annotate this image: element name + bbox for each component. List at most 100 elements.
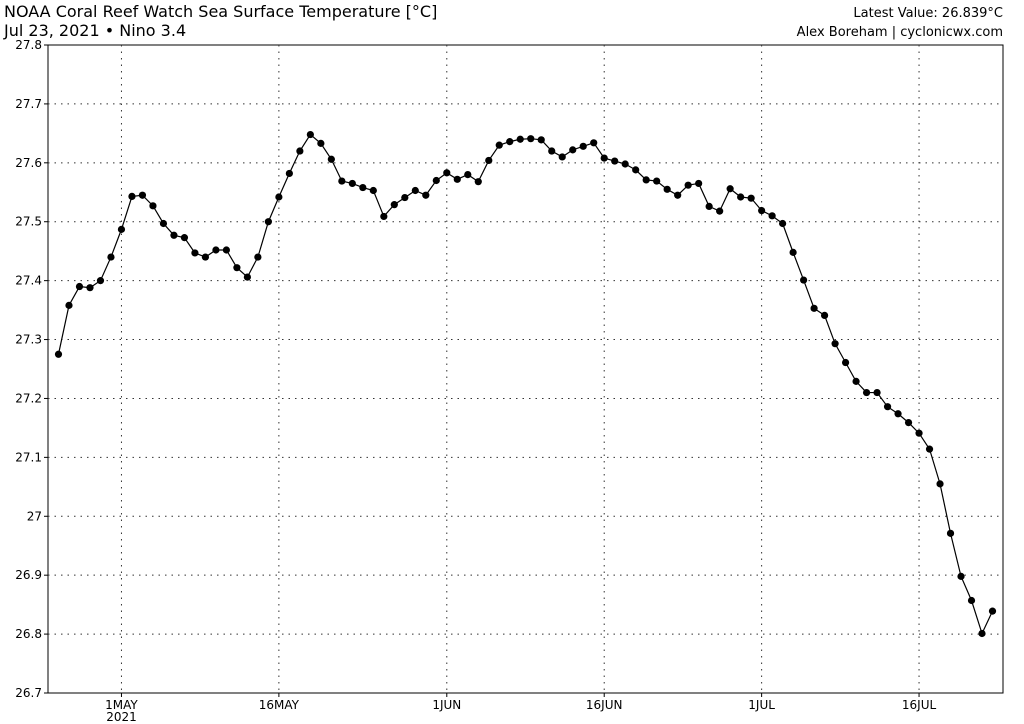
data-point (380, 212, 388, 221)
y-tick-label: 27.2 (15, 391, 42, 405)
y-tick-label: 27.4 (15, 274, 42, 288)
data-point (737, 193, 745, 201)
data-point (758, 206, 766, 215)
data-point (170, 231, 178, 239)
x-tick-label: 1JUN (432, 698, 461, 712)
data-point (516, 135, 524, 143)
data-point (233, 264, 241, 272)
data-point (369, 186, 377, 195)
y-tick-label: 27.7 (15, 97, 42, 111)
data-point (485, 156, 493, 165)
data-point (443, 169, 451, 177)
data-point (569, 146, 577, 154)
series-line (57, 133, 994, 636)
data-point (128, 192, 136, 200)
data-point (317, 139, 325, 147)
data-point (191, 249, 199, 257)
data-point (663, 185, 671, 193)
x-tick-label: 1JUL (748, 698, 775, 712)
data-point (338, 177, 346, 185)
data-point (789, 248, 797, 256)
x-tick-label: 16JUL (902, 698, 937, 712)
data-point (107, 253, 115, 261)
data-point (243, 273, 251, 281)
data-point (359, 183, 367, 192)
data-point (327, 155, 335, 163)
data-point (684, 181, 692, 189)
data-point (254, 253, 262, 261)
latest-value: Latest Value: 26.839°C (853, 6, 1003, 21)
plot-frame (47, 44, 1004, 694)
data-point (138, 191, 147, 199)
data-point (348, 179, 356, 188)
chart-subtitle: Jul 23, 2021 • Nino 3.4 (3, 21, 186, 40)
data-point (149, 202, 157, 210)
data-point (946, 529, 955, 537)
data-point (506, 138, 514, 146)
data-point (222, 246, 231, 254)
y-tick-label: 27.8 (15, 38, 42, 52)
data-point (674, 191, 682, 199)
y-tick-label: 26.7 (15, 686, 42, 700)
data-point (548, 147, 556, 155)
data-point (705, 202, 713, 211)
data-point (285, 169, 293, 178)
data-point (747, 194, 755, 202)
data-point (695, 179, 703, 188)
data-point (716, 207, 724, 215)
data-point (422, 191, 430, 199)
data-point (201, 253, 210, 261)
data-point (590, 139, 598, 147)
data-point (632, 166, 640, 174)
y-tick-label: 26.9 (15, 568, 42, 582)
data-point (527, 135, 535, 143)
data-point (296, 147, 304, 155)
data-point (579, 142, 587, 150)
data-point (275, 193, 283, 201)
data-point (264, 218, 272, 226)
y-tick-label: 27.1 (15, 450, 42, 464)
data-point (810, 304, 818, 312)
data-point (978, 629, 986, 638)
data-point (915, 429, 923, 437)
data-point (883, 403, 892, 411)
y-tick-label: 26.8 (15, 627, 42, 641)
data-point (820, 311, 829, 319)
data-point (65, 301, 73, 309)
data-point (159, 219, 168, 228)
data-point (600, 154, 608, 162)
data-point (967, 596, 976, 605)
data-point (611, 157, 619, 165)
data-point (894, 410, 902, 418)
data-point (453, 175, 461, 183)
data-point (537, 136, 545, 144)
data-point (936, 480, 944, 488)
data-point (925, 445, 934, 453)
x-year-label: 2021 (106, 710, 137, 724)
data-point (401, 193, 409, 202)
data-point (831, 340, 839, 348)
data-point (779, 219, 787, 228)
data-point (432, 176, 440, 185)
data-point (653, 177, 661, 185)
data-point (621, 160, 629, 168)
data-point (464, 171, 472, 179)
data-point (988, 607, 997, 615)
credit: Alex Boreham | cyclonicwx.com (797, 25, 1003, 40)
data-point (117, 225, 126, 233)
x-tick-label: 16MAY (259, 698, 300, 712)
data-point (390, 201, 398, 209)
data-point (852, 377, 860, 385)
y-tick-label: 27 (27, 509, 42, 523)
y-tick-label: 27.6 (15, 156, 42, 170)
data-point (800, 276, 808, 284)
data-point (411, 186, 419, 195)
data-point (474, 178, 482, 186)
data-point (212, 246, 220, 254)
y-tick-label: 27.5 (15, 215, 42, 229)
data-point (54, 350, 63, 358)
data-point (862, 388, 871, 397)
data-point (86, 284, 94, 292)
data-point (75, 282, 84, 291)
x-tick-label: 1MAY (105, 698, 138, 712)
